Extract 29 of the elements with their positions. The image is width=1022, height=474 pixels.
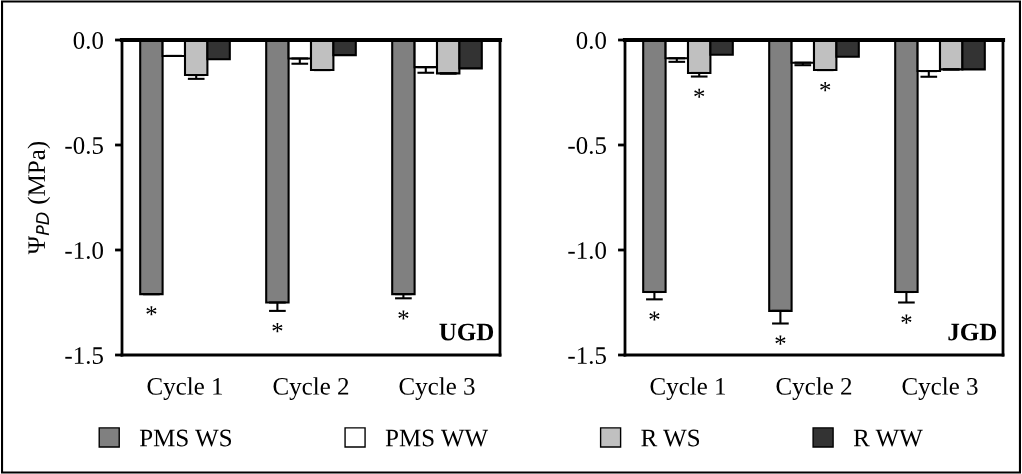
data-label: * xyxy=(775,335,786,345)
x-tick-label: Cycle 3 xyxy=(902,377,978,400)
x-tick-label: Cycle 1 xyxy=(650,377,726,400)
y-tick-label: -1.0 xyxy=(568,242,606,260)
data-label: * xyxy=(820,82,831,92)
y-tick-label: -1.5 xyxy=(568,347,606,365)
y-tick-label: -1.5 xyxy=(65,347,103,365)
data-label: * xyxy=(649,311,660,321)
legend-label: PMS WW xyxy=(385,429,489,447)
data-label: * xyxy=(146,306,157,316)
legend-label: PMS WS xyxy=(139,429,232,447)
legend-label: R WS xyxy=(641,429,700,447)
x-tick-label: Cycle 3 xyxy=(399,377,475,400)
y-axis-title: Ψ$_{PD}$ (MPa) xyxy=(27,141,51,255)
data-label: * xyxy=(272,322,283,333)
x-tick-label: Cycle 2 xyxy=(273,377,349,400)
legend-label: R WW xyxy=(853,429,923,447)
annotation: UGD xyxy=(439,323,494,341)
y-tick-label: -0.5 xyxy=(568,137,606,155)
x-tick-label: Cycle 1 xyxy=(147,377,223,400)
y-tick-label: 0.0 xyxy=(73,32,103,50)
data-label: * xyxy=(694,88,705,98)
y-tick-label: -1.0 xyxy=(65,242,103,260)
y-tick-label: -0.5 xyxy=(65,137,103,155)
data-label: * xyxy=(901,314,912,324)
y-tick-label: 0.0 xyxy=(576,32,606,50)
x-tick-label: Cycle 2 xyxy=(776,377,852,400)
annotation: JGD xyxy=(948,323,997,341)
data-label: * xyxy=(398,310,409,320)
